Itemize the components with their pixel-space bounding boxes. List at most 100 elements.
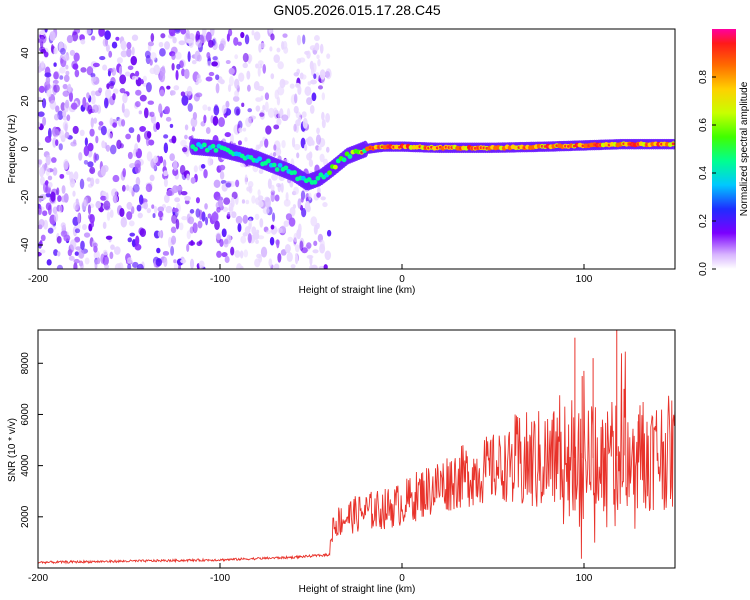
noise-point [315,222,320,230]
noise-point [212,115,219,126]
noise-point [300,196,304,203]
noise-point [131,75,137,81]
snr-y-tick-label: 8000 [20,352,31,375]
snr-x-ticks: -200 -100 0 100 [28,563,593,584]
noise-point [45,154,51,166]
noise-point [251,226,257,235]
spectrogram-x-label: Height of straight line (km) [299,285,416,296]
noise-point [134,143,139,153]
noise-point [283,199,291,207]
noise-point [56,187,60,196]
noise-point [238,72,245,82]
noise-point [138,194,144,205]
noise-point [228,67,235,75]
noise-point [223,197,231,205]
noise-point [83,232,91,238]
noise-point [213,179,221,189]
noise-point [204,203,208,210]
noise-point [39,240,43,247]
noise-point [109,117,114,126]
noise-point [38,208,43,216]
noise-point [173,262,179,269]
snr-x-label: Height of straight line (km) [299,584,416,595]
noise-point [264,138,269,148]
noise-point [163,170,169,177]
noise-point [240,235,247,244]
noise-point [186,173,190,181]
noise-point [285,213,293,221]
noise-point [149,111,155,118]
noise-point [147,41,155,47]
noise-point [232,95,240,102]
noise-point [272,152,277,157]
noise-point [268,258,273,267]
noise-point [231,211,237,219]
noise-point [180,29,187,35]
noise-point [87,204,92,215]
noise-point [87,161,94,168]
noise-point [171,214,178,224]
noise-point [257,235,265,240]
noise-point [69,49,76,56]
noise-point [226,33,230,42]
noise-point [270,224,275,230]
noise-point [230,246,235,256]
snr-y-tick-label: 2000 [20,505,31,528]
noise-point [145,183,153,193]
noise-point [44,135,52,143]
signal-point [327,170,332,176]
noise-point [103,200,111,211]
noise-point [211,61,218,67]
noise-point [195,197,200,204]
noise-point [82,224,87,231]
colorbar-tick-label: 0.4 [698,166,709,180]
noise-point [244,174,248,185]
noise-point [281,114,289,122]
noise-point [195,30,201,42]
noise-point [205,127,211,135]
noise-point [157,230,162,238]
noise-point [164,41,170,50]
noise-point [306,136,314,147]
noise-point [146,131,152,139]
noise-point [120,40,127,51]
noise-point [74,69,80,78]
noise-point [164,106,170,115]
noise-point [46,259,52,266]
noise-point [38,60,41,66]
noise-point [155,121,160,130]
noise-point [205,76,213,82]
noise-point [294,254,299,265]
noise-point [89,166,96,175]
noise-point [251,195,256,204]
noise-point [300,74,307,80]
noise-point [242,62,248,69]
noise-point [255,63,260,69]
noise-point [68,91,74,102]
noise-point [230,196,235,208]
noise-point [112,174,120,183]
noise-point [302,34,306,45]
noise-point [94,259,98,269]
noise-point [40,48,47,54]
noise-point [273,124,280,130]
noise-point [293,123,297,132]
noise-point [200,164,206,169]
noise-point [198,209,203,221]
noise-point [72,190,76,197]
noise-point [312,249,319,254]
noise-point [293,93,298,104]
noise-point [326,53,331,59]
noise-point [257,60,264,66]
noise-point [85,29,92,35]
noise-point [70,102,78,110]
noise-point [311,92,317,102]
noise-point [158,41,164,48]
noise-point [110,244,115,250]
snr-x-tick-label: 100 [576,573,593,584]
noise-point [297,223,302,234]
noise-point [310,79,317,85]
noise-point [184,195,191,201]
noise-point [243,249,249,258]
noise-point [146,208,152,214]
